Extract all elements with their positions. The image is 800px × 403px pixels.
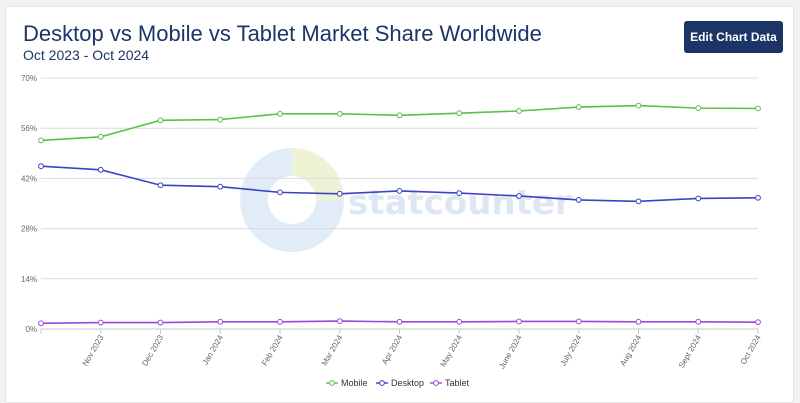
data-point-mobile[interactable]: [516, 108, 522, 114]
chart-title: Desktop vs Mobile vs Tablet Market Share…: [23, 21, 542, 46]
chart-card: Desktop vs Mobile vs Tablet Market Share…: [5, 6, 794, 403]
data-point-mobile[interactable]: [456, 110, 463, 117]
legend-item-desktop[interactable]: Desktop: [376, 378, 424, 388]
data-point-tablet[interactable]: [277, 318, 283, 325]
x-tick-label: Mar 2024: [320, 333, 345, 367]
data-point-mobile[interactable]: [695, 105, 702, 112]
legend-label-desktop: Desktop: [391, 378, 424, 388]
statcounter-watermark: statcounter: [240, 148, 572, 252]
data-point-mobile[interactable]: [336, 110, 343, 117]
legend-marker-tablet: [433, 380, 439, 386]
data-point-desktop[interactable]: [755, 194, 761, 201]
x-tick-label: Nov 2023: [81, 333, 106, 368]
data-point-tablet[interactable]: [336, 318, 343, 325]
data-point-mobile[interactable]: [575, 104, 582, 110]
series-tablet: [38, 318, 761, 327]
data-point-tablet[interactable]: [695, 318, 702, 325]
watermark-text: statcounter: [348, 183, 572, 223]
x-tick-label: Sept 2024: [677, 333, 703, 370]
data-point-desktop[interactable]: [575, 197, 582, 203]
series-desktop: [38, 163, 761, 205]
data-point-desktop[interactable]: [635, 198, 642, 205]
y-axis-ticks: 0% 14% 28% 42% 56% 70%: [21, 74, 37, 334]
data-point-mobile[interactable]: [277, 110, 283, 117]
data-point-tablet[interactable]: [157, 319, 164, 326]
x-tick-label: May 2024: [439, 333, 465, 368]
data-point-tablet[interactable]: [217, 318, 224, 325]
x-tick-label: Jan 2024: [201, 333, 226, 366]
data-point-mobile[interactable]: [97, 133, 104, 140]
y-tick-label: 42%: [21, 174, 37, 183]
data-point-desktop[interactable]: [456, 190, 463, 197]
legend-item-tablet[interactable]: Tablet: [430, 378, 470, 388]
data-point-tablet[interactable]: [97, 319, 104, 326]
data-point-tablet[interactable]: [755, 319, 761, 326]
y-tick-label: 70%: [21, 74, 37, 83]
x-tick-label: Apr 2024: [380, 333, 404, 366]
y-tick-label: 0%: [25, 325, 37, 334]
data-point-desktop[interactable]: [217, 183, 224, 190]
legend-marker-desktop: [379, 380, 385, 386]
data-point-tablet[interactable]: [396, 318, 403, 325]
data-point-desktop[interactable]: [516, 193, 522, 199]
data-point-mobile[interactable]: [396, 112, 403, 119]
x-tick-label: Oct 2024: [739, 333, 763, 366]
series-line-mobile: [40, 104, 759, 142]
data-point-tablet[interactable]: [456, 318, 463, 325]
x-tick-label: June 2024: [497, 333, 524, 370]
data-point-tablet[interactable]: [575, 318, 582, 325]
legend-item-mobile[interactable]: Mobile: [326, 378, 368, 388]
data-point-desktop[interactable]: [336, 190, 343, 197]
data-point-mobile[interactable]: [755, 105, 761, 112]
chart-subtitle: Oct 2023 - Oct 2024: [23, 47, 150, 63]
x-tick-label: Feb 2024: [260, 333, 285, 367]
data-point-tablet[interactable]: [516, 318, 522, 325]
x-axis-ticks: Nov 2023 Dec 2023 Jan 2024 Feb 2024 Mar 2024…: [40, 329, 763, 370]
edit-chart-data-button[interactable]: Edit Chart Data: [684, 21, 783, 53]
x-tick-label: Dec 2023: [140, 333, 165, 368]
data-point-desktop[interactable]: [97, 166, 104, 173]
watermark-logo-accent: [291, 148, 344, 201]
legend-marker-mobile: [329, 380, 335, 386]
data-point-desktop[interactable]: [157, 182, 164, 189]
y-tick-label: 56%: [21, 124, 37, 133]
data-point-tablet[interactable]: [38, 320, 44, 327]
data-point-mobile[interactable]: [38, 137, 44, 144]
data-point-mobile[interactable]: [157, 117, 164, 124]
data-point-desktop[interactable]: [396, 188, 403, 194]
data-point-tablet[interactable]: [635, 318, 642, 325]
series-mobile: [38, 102, 761, 144]
legend-label-tablet: Tablet: [445, 378, 470, 388]
data-point-mobile[interactable]: [635, 102, 642, 109]
series-group: [38, 102, 761, 327]
data-point-desktop[interactable]: [277, 189, 283, 196]
legend-label-mobile: Mobile: [341, 378, 368, 388]
y-tick-label: 28%: [21, 225, 37, 234]
data-point-desktop[interactable]: [695, 195, 702, 202]
data-point-desktop[interactable]: [38, 163, 44, 170]
x-tick-label: July 2024: [559, 333, 584, 368]
data-point-mobile[interactable]: [217, 116, 224, 123]
x-tick-label: Aug 2024: [618, 333, 643, 368]
legend[interactable]: Mobile Desktop Tablet: [326, 378, 470, 388]
y-tick-label: 14%: [21, 275, 37, 284]
